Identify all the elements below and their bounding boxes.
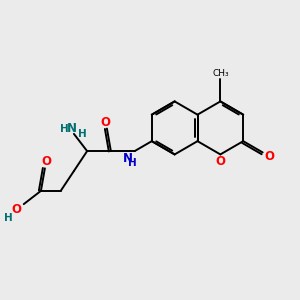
- Text: CH₃: CH₃: [212, 69, 229, 78]
- Text: H: H: [4, 213, 12, 223]
- Text: O: O: [101, 116, 111, 129]
- Text: O: O: [265, 150, 275, 163]
- Text: H: H: [128, 158, 137, 169]
- Text: N: N: [67, 122, 77, 135]
- Text: O: O: [41, 155, 51, 168]
- Text: N: N: [122, 152, 133, 165]
- Text: O: O: [215, 155, 225, 168]
- Text: O: O: [12, 203, 22, 216]
- Text: H: H: [78, 130, 86, 140]
- Text: H: H: [60, 124, 69, 134]
